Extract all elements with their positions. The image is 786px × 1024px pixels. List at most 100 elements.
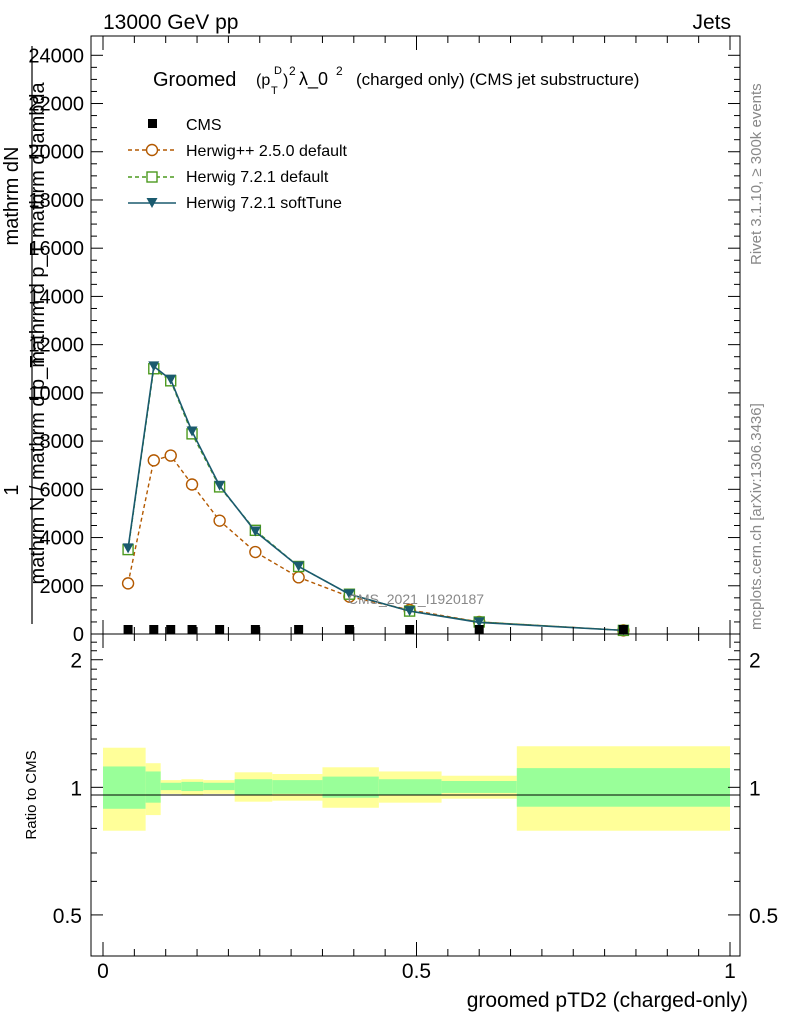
ratio-band-inner	[516, 768, 730, 807]
title-pow2: 2	[336, 64, 343, 78]
data-point-data	[344, 625, 354, 634]
data-point-herwigpp	[164, 449, 177, 462]
y-tick-label: 4000	[40, 528, 85, 550]
data-point-softtune	[148, 361, 160, 372]
ratio-y-tick-label: 0.5	[53, 905, 82, 928]
title-pow: 2	[289, 64, 296, 78]
energy-label: 13000 GeV pp	[103, 11, 238, 34]
y-tick-label: 24000	[28, 45, 84, 67]
legend-marker-herwigpp	[145, 143, 159, 157]
y-tick-label: 6000	[40, 479, 85, 501]
title-lead: Groomed	[153, 69, 236, 91]
y-tick-label: 16000	[28, 238, 84, 260]
y-tick-label: 0	[73, 624, 84, 646]
y-tick-label: 22000	[28, 94, 84, 116]
series-softtune	[122, 361, 629, 636]
ratio-y-tick-label-right: 2	[749, 650, 761, 673]
data-point-data	[215, 625, 225, 634]
data-point-softtune	[343, 589, 355, 600]
ratio-frame	[90, 633, 741, 957]
legend-entry-softtune: Herwig 7.2.1 softTune	[128, 195, 342, 212]
main-ylabel: 1 mathrm dN mathrm N / mathrm d p_T math…	[1, 46, 49, 624]
legend-label-cms: CMS	[186, 117, 222, 134]
ratio-plot-panel: 0.5 0.5 1 1 2 2 0 0.5 1	[53, 633, 778, 983]
ratio-y-tick-label-right: 1	[749, 777, 761, 800]
data-point-data	[250, 625, 260, 634]
y-tick-label: 8000	[40, 431, 85, 453]
data-point-softtune	[214, 480, 226, 491]
category-label: Jets	[692, 11, 731, 34]
data-point-softtune	[186, 426, 198, 437]
ylabel-denominator: mathrm d p_T mathrm d lambda	[27, 81, 49, 367]
data-point-data	[149, 625, 159, 634]
title-lambda: λ_0	[299, 69, 328, 90]
ylabel-one: 1	[1, 484, 23, 495]
legend-label-softtune: Herwig 7.2.1 softTune	[186, 195, 342, 212]
legend-marker-cms	[148, 119, 157, 128]
data-point-softtune	[473, 617, 485, 628]
ratio-band-inner	[181, 781, 204, 792]
plot-title: Groomed (p D T ) 2 λ_0 2 (charged only) …	[153, 64, 639, 97]
x-tick-label: 0.5	[402, 960, 431, 983]
data-point-herwigpp	[147, 454, 160, 467]
legend-label-herwig721: Herwig 7.2.1 default	[186, 169, 329, 186]
data-point-softtune	[404, 606, 416, 617]
data-point-herwigpp	[213, 514, 226, 527]
y-tick-label: 12000	[28, 335, 84, 357]
ratio-y-tick-label: 1	[70, 777, 82, 800]
data-point-softtune	[293, 561, 305, 572]
data-point-softtune	[249, 526, 261, 537]
data-point-data	[294, 625, 304, 634]
ratio-band-inner	[378, 779, 442, 795]
ratio-band-inner	[322, 776, 379, 798]
legend-entry-herwig721: Herwig 7.2.1 default	[128, 169, 329, 186]
title-sub-t: T	[271, 85, 278, 97]
legend-entry-cms: CMS	[148, 117, 222, 134]
x-tick-label: 0	[97, 960, 109, 983]
rivet-version-label: Rivet 3.1.10, ≥ 300k events	[748, 83, 765, 265]
data-point-herwigpp	[121, 577, 135, 590]
legend: CMS Herwig++ 2.5.0 default Herwig 7.2.1 …	[128, 117, 348, 212]
title-p: (p	[256, 72, 270, 89]
y-tick-label: 10000	[28, 383, 84, 405]
ratio-band-inner	[160, 782, 182, 791]
analysis-watermark: CMS_2021_I1920187	[348, 591, 484, 607]
data-point-softtune	[122, 543, 134, 554]
ratio-band-inner	[441, 780, 517, 793]
y-tick-label: 2000	[40, 576, 85, 598]
title-close: )	[283, 72, 288, 89]
y-tick-label: 14000	[28, 286, 84, 308]
x-tick-label: 1	[724, 960, 736, 983]
legend-entry-herwigpp: Herwig++ 2.5.0 default	[128, 143, 348, 160]
ratio-y-tick-label-right: 0.5	[749, 905, 778, 928]
legend-label-herwigpp: Herwig++ 2.5.0 default	[186, 143, 348, 160]
ratio-y-tick-label: 2	[70, 650, 82, 673]
data-point-data	[187, 625, 197, 634]
main-plot-panel: 0 2000 4000 6000 8000 10000 12000 14000 16000 180…	[28, 35, 741, 646]
ratio-band-inner	[145, 771, 161, 803]
ratio-band-inner	[203, 782, 235, 791]
ratio-band-inner	[272, 780, 323, 794]
y-tick-label: 20000	[28, 142, 84, 164]
mcplots-label: mcplots.cern.ch [arXiv:1306.3436]	[748, 403, 765, 630]
y-tick-label: 18000	[28, 190, 84, 212]
data-point-herwigpp	[249, 545, 262, 559]
x-axis-label: groomed pTD2 (charged-only)	[467, 989, 748, 1012]
ylabel-left-numerator: mathrm dN	[1, 147, 23, 246]
legend-marker-herwig721	[146, 171, 158, 183]
data-point-softtune	[165, 374, 177, 385]
data-point-data	[405, 625, 415, 634]
title-sup-d: D	[274, 65, 282, 77]
ylabel-left-denominator: mathrm N / mathrm d p_T	[27, 356, 49, 585]
data-point-herwigpp	[292, 571, 305, 584]
series-data	[123, 625, 628, 634]
data-point-data	[123, 625, 133, 634]
data-point-herwigpp	[185, 478, 199, 491]
series-herwigpp	[121, 449, 630, 637]
ratio-band-inner	[234, 779, 273, 795]
legend-marker-softtune	[146, 198, 158, 208]
data-point-data	[166, 625, 176, 634]
data-point-data	[618, 625, 628, 634]
ratio-ylabel: Ratio to CMS	[23, 750, 40, 839]
